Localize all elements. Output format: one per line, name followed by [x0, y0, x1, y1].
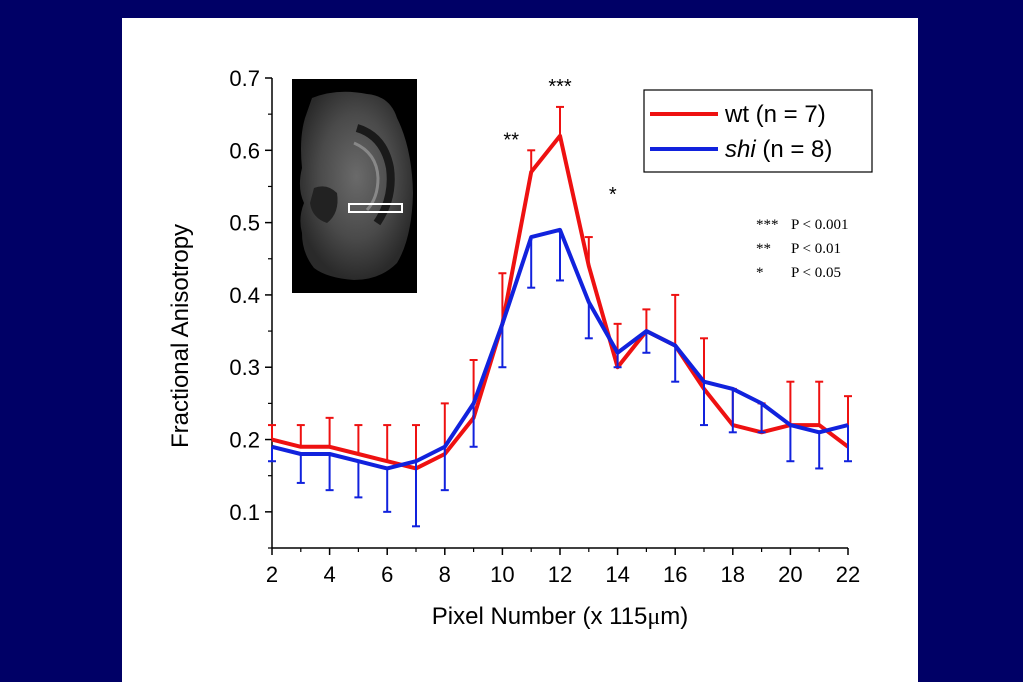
y-tick-label: 0.5 [229, 211, 260, 236]
y-tick-label: 0.2 [229, 428, 260, 453]
series-line-wt [271, 133, 850, 471]
legend-shi-name: shi [725, 136, 756, 163]
roi-rectangle [348, 203, 403, 213]
x-tick-label: 12 [548, 562, 572, 587]
legend: wt (n = 7) shi (n = 8) [643, 89, 873, 173]
sig-key-stars-1: *** [756, 217, 779, 233]
x-tick-label: 18 [721, 562, 745, 587]
x-tick-label: 22 [836, 562, 860, 587]
legend-wt-suffix: (n = 7) [749, 101, 826, 128]
sig-key-text-1: P < 0.001 [791, 217, 849, 233]
sig-key-text-2: P < 0.01 [791, 241, 841, 257]
x-tick-label: 6 [381, 562, 393, 587]
x-axis-title: Pixel Number (x 115μm) [432, 603, 689, 630]
significance-star: *** [548, 76, 572, 98]
series-layer [268, 105, 852, 528]
significance-key: *** P < 0.001 ** P < 0.01 * P < 0.05 [756, 217, 849, 281]
brain-slice-shape [299, 91, 413, 280]
x-tick-label: 2 [266, 562, 278, 587]
legend-wt-name: wt [724, 101, 749, 128]
y-tick-label: 0.1 [229, 500, 260, 525]
y-tick-label: 0.4 [229, 283, 260, 308]
significance-markers: ****** [503, 76, 616, 206]
x-tick-label: 4 [323, 562, 335, 587]
x-tick-label: 10 [490, 562, 514, 587]
legend-shi-suffix: (n = 8) [756, 136, 833, 163]
brain-cortex-arc [355, 124, 395, 226]
brain-inner-arc [353, 141, 380, 212]
x-tick-label: 20 [778, 562, 802, 587]
significance-star: * [609, 184, 617, 206]
x-axis-title-unit-symbol: μ [647, 604, 660, 630]
sig-key-stars-2: ** [756, 241, 771, 257]
legend-label-wt: wt (n = 7) [724, 101, 826, 128]
y-tick-label: 0.3 [229, 355, 260, 380]
y-axis-title: Fractional Anisotropy [167, 224, 194, 448]
series-line-shi [271, 227, 849, 471]
mri-inset-image [292, 79, 417, 293]
x-axis-title-prefix: Pixel Number (x 115 [432, 603, 648, 630]
sig-key-text-3: P < 0.05 [791, 265, 841, 281]
legend-box [643, 89, 873, 173]
x-tick-label: 8 [439, 562, 451, 587]
y-tick-label: 0.7 [229, 66, 260, 91]
brain-dark-region [310, 186, 338, 223]
significance-star: ** [503, 129, 519, 151]
x-tick-label: 14 [605, 562, 629, 587]
x-tick-label: 16 [663, 562, 687, 587]
line-chart: 2 4 6 8 10 12 14 16 18 20 220.10.20.30.40.50.60.7 … [167, 66, 873, 630]
y-tick-label: 0.6 [229, 138, 260, 163]
ticks: 2 4 6 8 10 12 14 16 18 20 22 0.1 0.2 0.3 0.4 0.5 0.6 0.7 [229, 66, 860, 587]
legend-label-shi: shi (n = 8) [725, 136, 832, 163]
x-axis-title-suffix: m) [660, 603, 688, 630]
sig-key-stars-3: * [756, 265, 764, 281]
series-shi [268, 227, 852, 528]
chart-panel: 2 4 6 8 10 12 14 16 18 20 22 0.1 0.2 0.3 0.4 0.5 0.6 0.7 … [122, 18, 918, 682]
